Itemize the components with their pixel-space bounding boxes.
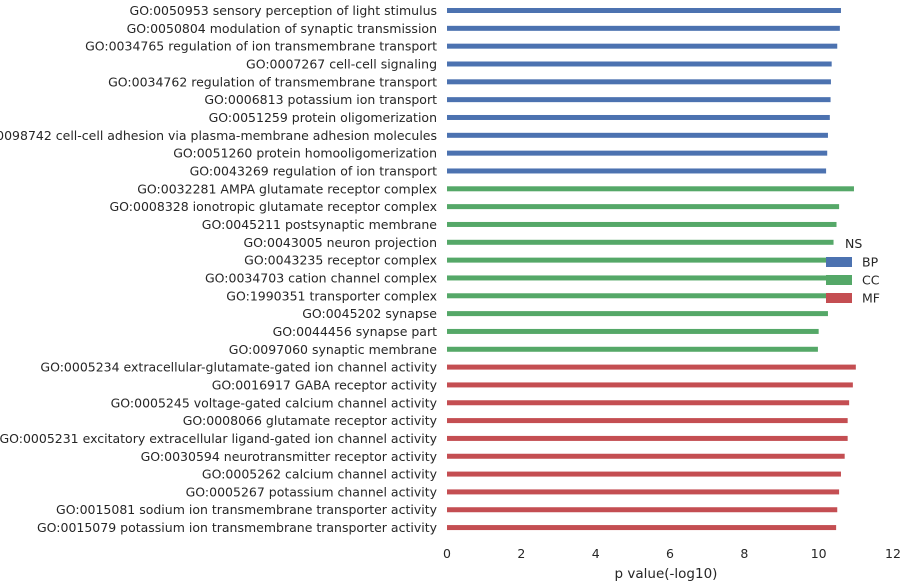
category-label: GO:0008066 glutamate receptor activity [183,413,438,428]
bar [447,275,829,281]
x-tick-label: 6 [666,546,674,561]
category-label: GO:0015081 sodium ion transmembrane tran… [56,502,438,517]
category-label: GO:0005267 potassium channel activity [186,484,438,499]
x-tick-label: 12 [885,546,901,561]
category-label: GO:0006813 potassium ion transport [204,92,437,107]
bar [447,132,828,138]
bar [447,525,837,531]
category-label: GO:0097060 synaptic membrane [229,342,438,357]
category-label: GO:0016917 GABA receptor activity [212,377,438,392]
category-label: GO:0044456 synapse part [273,324,437,339]
bar [447,150,828,156]
bar [447,346,818,352]
bar [447,79,831,85]
legend-title: NS [845,236,862,251]
x-axis-title: p value(-log10) [615,566,718,582]
category-label: GO:0005262 calcium channel activity [202,467,438,482]
bar [447,114,830,120]
legend-label: MF [862,291,880,306]
legend: NS BP CC MF [826,236,880,306]
x-tick-label: 4 [592,546,600,561]
bar [447,328,819,334]
category-label: GO:1990351 transporter complex [226,288,437,303]
bar [447,364,856,370]
legend-label: CC [862,273,880,288]
category-label: GO:0050953 sensory perception of light s… [130,3,437,18]
bar [447,43,838,49]
category-label: GO:0030594 neurotransmitter receptor act… [141,449,438,464]
bar [447,61,832,67]
category-label: GO:0007267 cell-cell signaling [246,56,437,71]
bar [447,221,837,227]
bar [447,168,827,174]
category-label: GO:0005245 voltage-gated calcium channel… [111,395,438,410]
category-label: GO:0008328 ionotropic glutamate receptor… [110,199,438,214]
bar [447,311,828,317]
category-label: GO:0032281 AMPA glutamate receptor compl… [137,181,437,196]
category-labels-group: GO:0050953 sensory perception of light s… [0,3,438,535]
bar [447,418,848,424]
bar [447,453,845,459]
category-label: GO:0098742 cell-cell adhesion via plasma… [0,128,437,143]
category-label: GO:0051260 protein homooligomerization [173,146,437,161]
category-label: GO:0034762 regulation of transmembrane t… [108,74,437,89]
legend-label: BP [862,255,879,270]
category-label: GO:0043005 neuron projection [243,235,437,250]
legend-entries-group: BP CC MF [826,255,880,306]
category-label: GO:0034703 cation channel complex [205,270,437,285]
category-label: GO:0051259 protein oligomerization [209,110,437,125]
bar [447,239,834,245]
x-tick-label: 8 [740,546,748,561]
bars-group [447,8,856,531]
category-label: GO:0050804 modulation of synaptic transm… [127,21,437,36]
category-label: GO:0005231 excitatory extracellular liga… [0,431,438,446]
x-axis-ticks-group: 0 2 4 6 8 10 12 [443,546,901,561]
legend-swatch [826,293,852,303]
category-label: GO:0045202 synapse [302,306,437,321]
bar [447,186,854,192]
category-label: GO:0015079 potassium ion transmembrane t… [37,520,438,535]
category-label: GO:0034765 regulation of ion transmembra… [85,39,437,54]
bar [447,382,853,388]
bar [447,435,848,441]
bar [447,97,831,103]
category-label: GO:0045211 postsynaptic membrane [202,217,438,232]
bar [447,8,841,13]
bar [447,204,840,210]
bar [447,257,830,263]
bar [447,25,840,31]
category-label: GO:0043269 regulation of ion transport [190,163,438,178]
x-tick-label: 2 [517,546,525,561]
bar [447,507,838,513]
bar [447,400,850,406]
x-tick-label: 0 [443,546,451,561]
bar [447,471,841,477]
category-label: GO:0005234 extracellular-glutamate-gated… [40,360,437,375]
legend-swatch [826,275,852,285]
bar [447,293,828,299]
legend-swatch [826,257,852,267]
bar [447,489,840,495]
category-label: GO:0043235 receptor complex [244,253,437,268]
x-tick-label: 10 [811,546,827,561]
